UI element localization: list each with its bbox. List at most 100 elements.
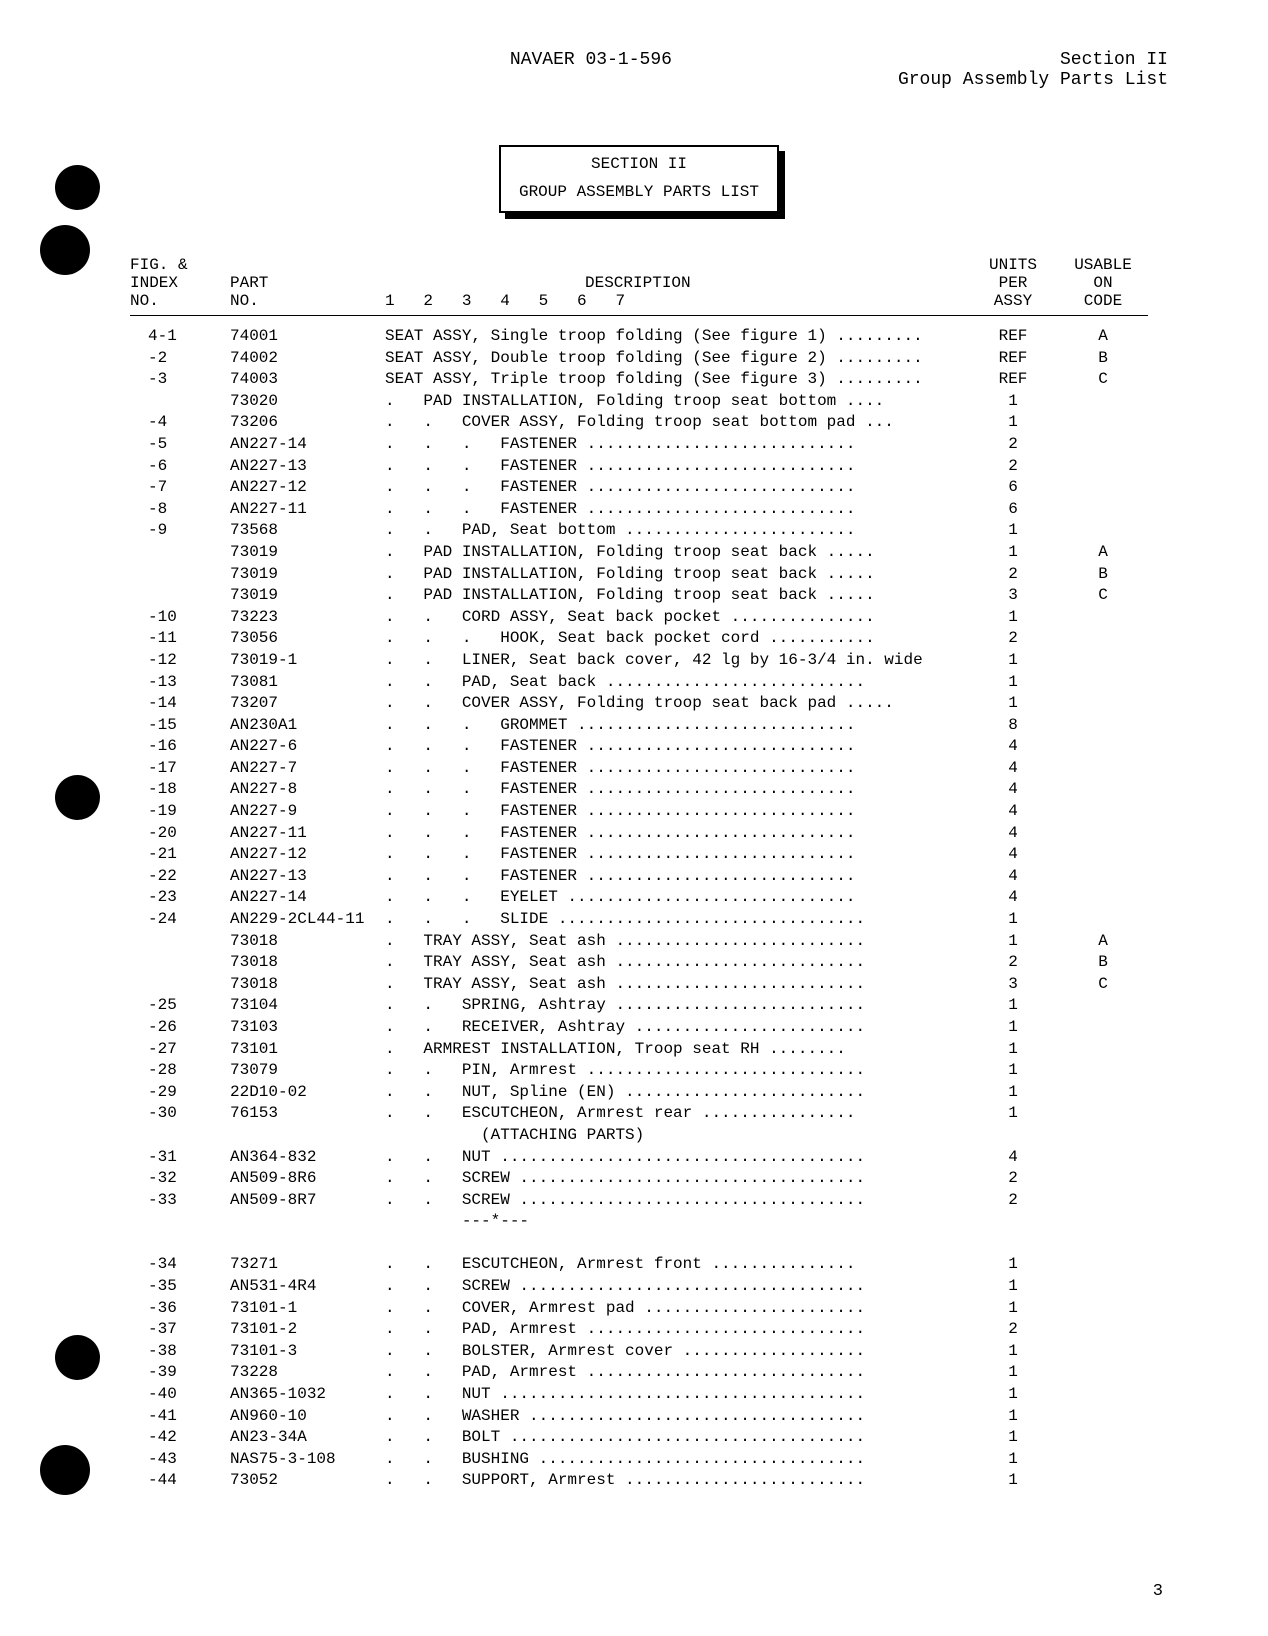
- cell-part: 73101-1: [230, 1298, 385, 1320]
- cell-part: 74001: [230, 326, 385, 348]
- cell-code: B: [1058, 348, 1148, 370]
- table-row: -40AN365-1032. . NUT ...................…: [130, 1384, 1148, 1406]
- table-row: -20AN227-11. . . FASTENER ..............…: [130, 823, 1148, 845]
- table-row: -1073223. . CORD ASSY, Seat back pocket …: [130, 607, 1148, 629]
- cell-code: [1058, 1082, 1148, 1104]
- cell-code: [1058, 1060, 1148, 1082]
- cell-units: 4: [968, 887, 1058, 909]
- cell-desc: . . . FASTENER .........................…: [385, 736, 968, 758]
- cell-units: 1: [968, 1082, 1058, 1104]
- table-row: -17AN227-7. . . FASTENER ...............…: [130, 758, 1148, 780]
- cell-index: 4-1: [130, 326, 230, 348]
- cell-desc: . . . FASTENER .........................…: [385, 866, 968, 888]
- cell-index: -35: [130, 1276, 230, 1298]
- cell-code: [1058, 715, 1148, 737]
- table-row: -3076153. . ESCUTCHEON, Armrest rear ...…: [130, 1103, 1148, 1125]
- hole-punch: [55, 165, 100, 210]
- cell-units: 1: [968, 520, 1058, 542]
- hole-punch: [40, 225, 90, 275]
- cell-units: 6: [968, 477, 1058, 499]
- cell-units: 1: [968, 1276, 1058, 1298]
- cell-index: [130, 585, 230, 607]
- cell-part: 73019: [230, 585, 385, 607]
- cell-units: 4: [968, 801, 1058, 823]
- cell-desc: . . NUT, Spline (EN) ...................…: [385, 1082, 968, 1104]
- cell-desc: . . . FASTENER .........................…: [385, 758, 968, 780]
- cell-part: 73052: [230, 1470, 385, 1492]
- cell-part: AN227-6: [230, 736, 385, 758]
- page-header: NAVAER 03-1-596 Section II Group Assembl…: [100, 50, 1178, 90]
- cell-code: [1058, 672, 1148, 694]
- cell-part: 73101: [230, 1039, 385, 1061]
- col-header-index: FIG. & INDEX NO.: [130, 256, 230, 310]
- cell-units: 1: [968, 931, 1058, 953]
- cell-code: [1058, 1470, 1148, 1492]
- cell-part: AN365-1032: [230, 1384, 385, 1406]
- cell-units: 2: [968, 1168, 1058, 1190]
- table-row: -6AN227-13. . . FASTENER ...............…: [130, 456, 1148, 478]
- hole-punch: [40, 1445, 90, 1495]
- cell-index: -2: [130, 348, 230, 370]
- cell-code: [1058, 520, 1148, 542]
- cell-code: [1058, 1211, 1148, 1233]
- cell-units: 2: [968, 434, 1058, 456]
- cell-code: [1058, 1254, 1148, 1276]
- cell-index: -14: [130, 693, 230, 715]
- cell-part: AN531-4R4: [230, 1276, 385, 1298]
- table-row: -473206. . COVER ASSY, Folding troop sea…: [130, 412, 1148, 434]
- table-row: 73019. PAD INSTALLATION, Folding troop s…: [130, 564, 1148, 586]
- cell-code: [1058, 412, 1148, 434]
- cell-index: -28: [130, 1060, 230, 1082]
- cell-part: 73103: [230, 1017, 385, 1039]
- cell-part: 74002: [230, 348, 385, 370]
- cell-code: B: [1058, 952, 1148, 974]
- cell-units: 1: [968, 1406, 1058, 1428]
- cell-desc: . . RECEIVER, Ashtray ..................…: [385, 1017, 968, 1039]
- cell-units: 2: [968, 952, 1058, 974]
- table-header: FIG. & INDEX NO. PART NO. DESCRIPTION 1 …: [130, 248, 1148, 316]
- cell-part: AN227-8: [230, 779, 385, 801]
- cell-units: 1: [968, 1039, 1058, 1061]
- page-number: 3: [1153, 1582, 1163, 1601]
- table-row: 4-174001SEAT ASSY, Single troop folding …: [130, 326, 1148, 348]
- cell-index: -37: [130, 1319, 230, 1341]
- cell-desc: . . . FASTENER .........................…: [385, 499, 968, 521]
- cell-units: 4: [968, 1147, 1058, 1169]
- table-row: 73018. TRAY ASSY, Seat ash .............…: [130, 974, 1148, 996]
- cell-part: AN229-2CL44-11: [230, 909, 385, 931]
- cell-part: 73018: [230, 952, 385, 974]
- table-row: -31AN364-832. . NUT ....................…: [130, 1147, 1148, 1169]
- cell-desc: . . PAD, Seat back .....................…: [385, 672, 968, 694]
- cell-index: -41: [130, 1406, 230, 1428]
- cell-index: -8: [130, 499, 230, 521]
- cell-code: [1058, 1319, 1148, 1341]
- cell-desc: . . . HOOK, Seat back pocket cord ......…: [385, 628, 968, 650]
- cell-code: [1058, 801, 1148, 823]
- cell-desc: . . PAD, Seat bottom ...................…: [385, 520, 968, 542]
- cell-desc: . . SCREW ..............................…: [385, 1168, 968, 1190]
- cell-code: [1058, 456, 1148, 478]
- cell-code: [1058, 650, 1148, 672]
- cell-part: AN227-12: [230, 844, 385, 866]
- cell-code: [1058, 995, 1148, 1017]
- table-row: -3873101-3. . BOLSTER, Armrest cover ...…: [130, 1341, 1148, 1363]
- table-row: -23AN227-14. . . EYELET ................…: [130, 887, 1148, 909]
- cell-desc: . ARMREST INSTALLATION, Troop seat RH ..…: [385, 1039, 968, 1061]
- cell-index: -44: [130, 1470, 230, 1492]
- table-row: -16AN227-6. . . FASTENER ...............…: [130, 736, 1148, 758]
- cell-desc: . . PAD, Armrest .......................…: [385, 1319, 968, 1341]
- cell-code: C: [1058, 585, 1148, 607]
- cell-part: AN227-13: [230, 456, 385, 478]
- cell-part: AN227-14: [230, 434, 385, 456]
- table-row: -5AN227-14. . . FASTENER ...............…: [130, 434, 1148, 456]
- cell-code: B: [1058, 564, 1148, 586]
- cell-part: AN227-13: [230, 866, 385, 888]
- cell-units: 2: [968, 628, 1058, 650]
- cell-index: -16: [130, 736, 230, 758]
- hole-punch: [55, 1335, 100, 1380]
- cell-units: 1: [968, 1103, 1058, 1125]
- cell-desc: . . . GROMMET ..........................…: [385, 715, 968, 737]
- cell-code: [1058, 1276, 1148, 1298]
- table-row: -35AN531-4R4. . SCREW ..................…: [130, 1276, 1148, 1298]
- cell-code: [1058, 844, 1148, 866]
